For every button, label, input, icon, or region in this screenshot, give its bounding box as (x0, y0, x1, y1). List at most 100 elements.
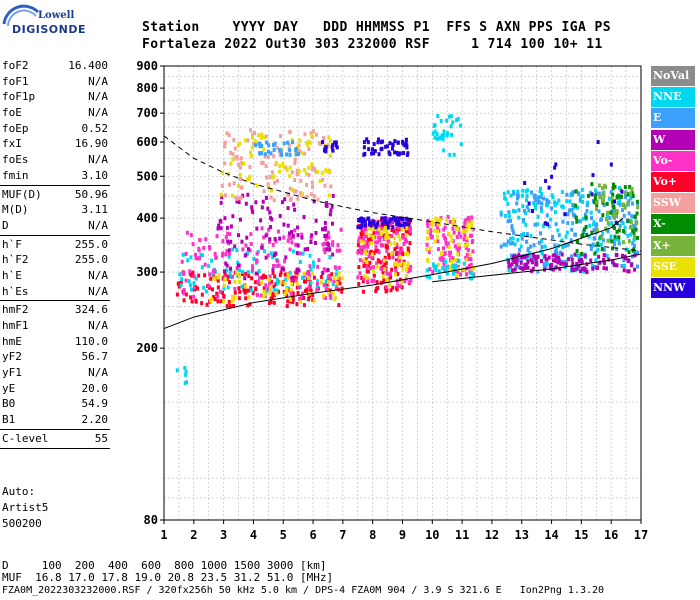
echo-point (275, 145, 279, 150)
echo-point (262, 235, 266, 240)
echo-point (622, 229, 626, 234)
echo-point (237, 279, 241, 284)
echo-point (364, 249, 368, 254)
param-name: foF1p (2, 90, 36, 104)
parameter-panel: foF2 16.400 foF1 N/A foF1p N/A foE N/A foEp 0.52 f… (0, 58, 110, 450)
echo-point (466, 248, 470, 253)
echo-point (631, 223, 635, 228)
echo-point (249, 241, 253, 246)
echo-point (290, 275, 294, 280)
echo-point (463, 233, 467, 238)
echo-point (404, 233, 408, 238)
echo-point (312, 298, 316, 303)
echo-point (437, 217, 441, 222)
echo-point (327, 243, 331, 248)
echo-point (184, 251, 188, 256)
echo-point (541, 196, 545, 201)
echo-point (179, 280, 183, 285)
echo-point (387, 252, 391, 257)
echo-point (565, 230, 569, 235)
echo-point (588, 223, 592, 228)
echo-point (360, 229, 364, 234)
echo-point (632, 231, 636, 236)
echo-point (362, 140, 366, 145)
echo-point (432, 265, 436, 270)
echo-point (284, 277, 288, 282)
param-value: 16.90 (74, 137, 108, 151)
echo-point (237, 286, 241, 291)
echo-point (286, 272, 290, 277)
echo-point (274, 160, 278, 165)
echo-point (470, 233, 474, 238)
echo-point (335, 248, 339, 253)
echo-point (226, 231, 230, 236)
echo-point (324, 287, 328, 292)
echo-point (272, 284, 276, 289)
echo-point (631, 201, 635, 206)
echo-point (576, 253, 580, 258)
echo-point (376, 258, 380, 263)
echo-point (384, 219, 388, 224)
echo-point (398, 255, 402, 260)
echo-point (594, 258, 598, 263)
echo-point (379, 280, 383, 285)
echo-point (408, 241, 412, 246)
echo-point (635, 199, 639, 204)
echo-point (399, 262, 403, 267)
echo-point (257, 269, 261, 274)
echo-point (392, 216, 396, 221)
echo-point (248, 248, 252, 253)
echo-point (315, 287, 319, 292)
echo-point (296, 196, 300, 201)
echo-point (551, 258, 555, 263)
echo-point (251, 132, 255, 137)
param-value: 255.0 (74, 237, 108, 251)
echo-point (398, 284, 402, 289)
echo-point (286, 140, 290, 145)
echo-point (232, 137, 236, 142)
echo-point (469, 262, 473, 267)
echo-point (452, 152, 456, 157)
echo-point (553, 258, 557, 263)
echo-point (302, 303, 306, 308)
echo-point (533, 206, 537, 211)
echo-point (267, 185, 271, 190)
echo-point (246, 303, 250, 308)
echo-point (249, 128, 253, 133)
echo-point (575, 205, 579, 210)
echo-point (374, 225, 378, 230)
echo-point (398, 237, 402, 242)
echo-point (222, 294, 226, 299)
echo-point (266, 182, 270, 187)
param-row: MUF(D) 50.96 (0, 187, 110, 203)
echo-point (509, 218, 513, 223)
echo-point (310, 192, 314, 197)
echo-point (301, 251, 305, 256)
echo-point (510, 253, 514, 258)
echo-point (255, 292, 259, 297)
echo-point (370, 236, 374, 241)
echo-point (535, 197, 539, 202)
echo-point (530, 209, 534, 214)
echo-point (303, 289, 307, 294)
echo-point (409, 218, 413, 223)
echo-point (282, 235, 286, 240)
echo-point (366, 216, 370, 221)
echo-point (285, 288, 289, 293)
echo-point (379, 243, 383, 248)
autoscaling-info: Auto: Artist5 500200 (2, 484, 48, 532)
echo-point (238, 172, 242, 177)
echo-point (220, 183, 224, 188)
echo-point (452, 230, 456, 235)
echo-point (291, 279, 295, 284)
echo-point (629, 232, 633, 237)
echo-point (385, 271, 389, 276)
echo-point (507, 263, 511, 268)
echo-point (314, 132, 318, 137)
echo-point (306, 271, 310, 276)
echo-point (406, 229, 410, 234)
echo-point (365, 275, 369, 280)
echo-point (183, 365, 187, 370)
echo-point (577, 191, 581, 196)
echo-point (377, 250, 381, 255)
